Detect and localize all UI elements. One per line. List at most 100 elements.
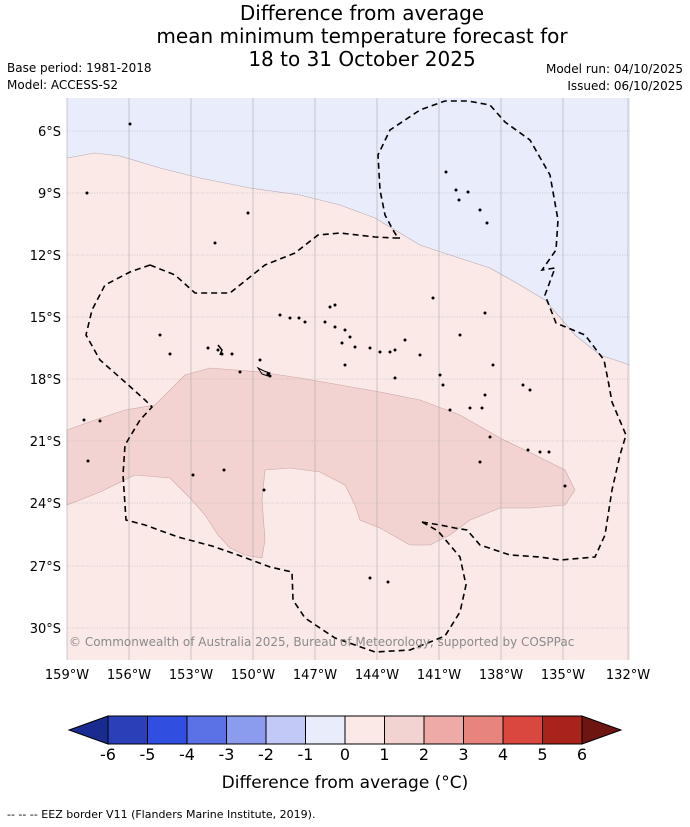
title-line-1: Difference from average — [239, 1, 485, 25]
colorbar-label: Difference from average (°C) — [221, 773, 469, 793]
island — [483, 393, 487, 397]
lat-label: 6°S — [38, 125, 61, 140]
island — [393, 376, 397, 380]
colorbar-segment — [226, 715, 267, 745]
lon-label: 150°W — [231, 668, 275, 683]
colorbar-segment — [305, 715, 346, 745]
model-run-date: Model run: 04/10/2025 — [545, 62, 683, 76]
island — [438, 373, 442, 377]
island — [158, 333, 162, 337]
island — [563, 484, 567, 488]
island — [480, 406, 484, 410]
issued-date: Issued: 06/10/2025 — [567, 79, 683, 93]
lon-label: 153°W — [169, 668, 213, 683]
colorbar-tick-label: 2 — [418, 745, 430, 764]
colorbar-segment — [423, 715, 464, 745]
island — [262, 488, 266, 492]
island — [538, 450, 542, 454]
island — [368, 346, 372, 350]
island — [393, 348, 397, 352]
island — [168, 352, 172, 356]
island — [441, 383, 445, 387]
island — [526, 448, 530, 452]
island — [288, 316, 292, 320]
island — [278, 313, 282, 317]
island — [297, 316, 301, 320]
island — [348, 335, 352, 339]
colorbar-segment — [147, 715, 188, 745]
colorbar-tick-label: -2 — [258, 745, 274, 764]
colorbar-segment — [542, 715, 583, 745]
lat-label: 21°S — [30, 435, 61, 450]
island — [353, 345, 357, 349]
colorbar-high-extend — [581, 715, 623, 745]
colorbar-tick-label: 0 — [339, 745, 351, 764]
eez-footnote: -- -- -- EEZ border V11 (Flanders Marine… — [7, 808, 316, 821]
colorbar-tick-label: 3 — [458, 745, 469, 764]
colorbar-tick-label: 4 — [497, 745, 509, 764]
island — [82, 418, 86, 422]
island — [238, 370, 242, 374]
base-period: Base period: 1981-2018 — [7, 61, 152, 75]
island — [230, 352, 234, 356]
island — [213, 241, 217, 245]
island — [343, 328, 347, 332]
island — [521, 383, 525, 387]
lon-label: 159°W — [45, 668, 89, 683]
island — [528, 388, 532, 392]
warm-anomaly-band — [66, 367, 576, 559]
island — [457, 198, 461, 202]
lat-label: 24°S — [30, 497, 61, 512]
island — [216, 348, 220, 352]
island — [418, 353, 422, 357]
island — [378, 350, 382, 354]
island — [431, 296, 435, 300]
lon-label: 147°W — [293, 668, 337, 683]
island — [454, 188, 458, 192]
island — [386, 580, 390, 584]
island — [478, 208, 482, 212]
lon-label: 135°W — [541, 668, 585, 683]
lat-label: 12°S — [30, 249, 61, 264]
island — [258, 358, 262, 362]
lat-label: 27°S — [30, 560, 61, 575]
colorbar — [67, 715, 623, 745]
colorbar-tick-label: -5 — [139, 745, 156, 764]
colorbar-segment — [384, 715, 425, 745]
colorbar-segment — [265, 715, 306, 745]
title-line-2: mean minimum temperature forecast for — [156, 24, 568, 48]
model-name: Model: ACCESS-S2 — [7, 78, 119, 92]
island — [333, 303, 337, 307]
title-line-3: 18 to 31 October 2025 — [248, 47, 476, 71]
island — [444, 170, 448, 174]
island — [256, 366, 271, 377]
island — [222, 468, 226, 472]
colorbar-segment — [502, 715, 543, 745]
lat-label: 15°S — [30, 311, 61, 326]
island — [458, 333, 462, 337]
island — [488, 435, 492, 439]
copyright-notice: © Commonwealth of Australia 2025, Bureau… — [69, 635, 574, 649]
lat-label: 9°S — [38, 187, 61, 202]
island — [483, 311, 487, 315]
colorbar-tick-label: -4 — [179, 745, 195, 764]
island — [246, 211, 250, 215]
island — [468, 406, 472, 410]
island — [128, 122, 132, 126]
island — [323, 320, 327, 324]
colorbar-segment — [344, 715, 385, 745]
island — [191, 473, 195, 477]
island — [85, 191, 89, 195]
island — [466, 190, 470, 194]
island — [448, 408, 452, 412]
colorbar-tick-label: -6 — [100, 745, 116, 764]
colorbar-segment — [107, 715, 148, 745]
island — [303, 320, 307, 324]
island — [333, 325, 337, 329]
lon-label: 138°W — [479, 668, 523, 683]
cool-region-edge — [66, 152, 631, 366]
island — [206, 346, 210, 350]
island — [217, 344, 223, 356]
island — [485, 221, 489, 225]
